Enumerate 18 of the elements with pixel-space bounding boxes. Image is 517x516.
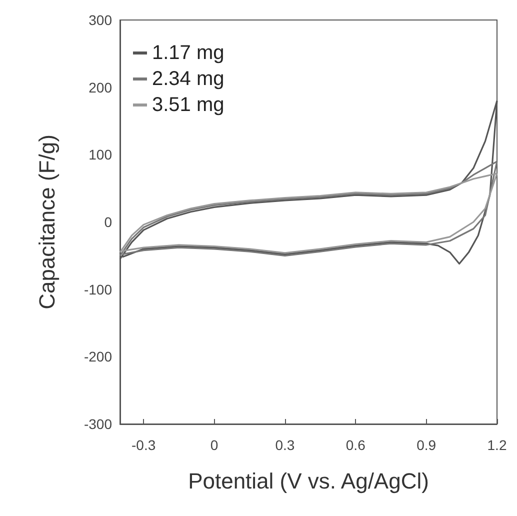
legend-label: 3.51 mg: [152, 94, 224, 116]
legend-label: 2.34 mg: [152, 68, 224, 90]
x-tick-label: -0.3: [132, 437, 156, 453]
x-axis-title: Potential (V vs. Ag/AgCl): [188, 468, 429, 494]
x-tick-label: 0.9: [416, 437, 436, 453]
x-tick-label: 0: [210, 437, 218, 453]
y-tick-label: -100: [84, 281, 112, 298]
y-tick-label: -200: [84, 348, 112, 365]
y-tick-label: 300: [88, 12, 112, 28]
x-tick-label: 0.3: [275, 437, 295, 453]
y-tick-label: -300: [84, 416, 112, 432]
y-tick-label: 200: [88, 79, 112, 96]
y-tick-label: 100: [88, 146, 112, 163]
x-tick-label: 0.6: [346, 437, 366, 453]
x-tick-label: 1.2: [487, 437, 507, 453]
y-tick-label: 0: [104, 214, 112, 230]
legend-label: 1.17 mg: [152, 42, 224, 64]
y-axis-title: Capacitance (F/g): [34, 134, 60, 310]
